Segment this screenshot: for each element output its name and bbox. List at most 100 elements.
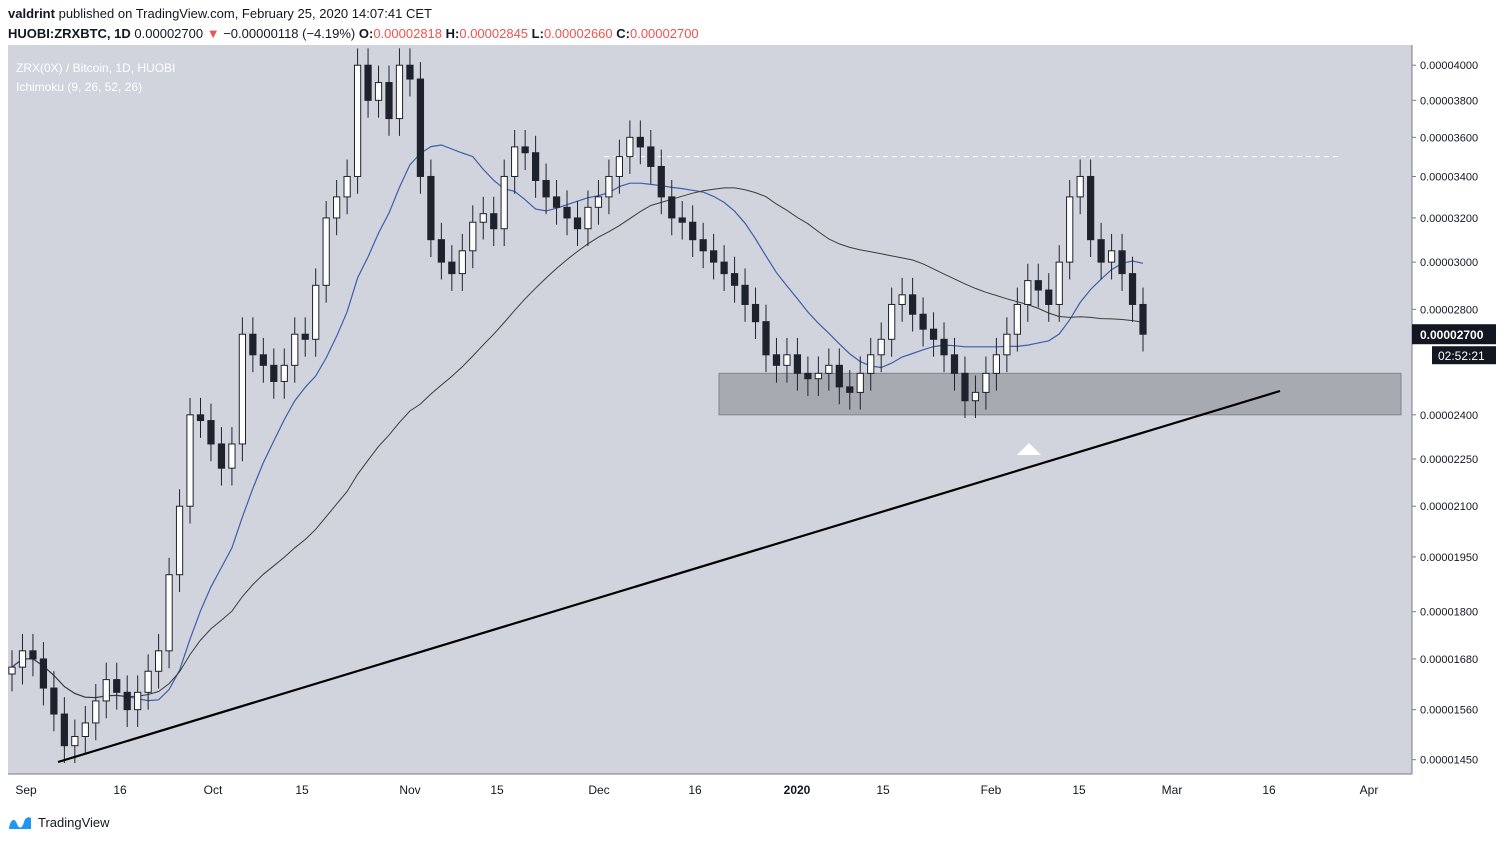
time-axis-label: Apr bbox=[1360, 783, 1379, 797]
candle-body bbox=[846, 386, 854, 393]
candle-body bbox=[594, 196, 603, 208]
time-axis-label: Sep bbox=[15, 783, 37, 797]
candle-body bbox=[18, 650, 27, 668]
candle bbox=[783, 337, 791, 383]
candle bbox=[259, 337, 267, 383]
candle-body bbox=[490, 213, 498, 230]
candle bbox=[573, 201, 582, 247]
candle bbox=[144, 654, 152, 710]
candle bbox=[846, 369, 854, 410]
price-axis-label: 0.00001800 bbox=[1420, 607, 1478, 619]
candle-body bbox=[647, 146, 655, 167]
candle-body bbox=[511, 146, 519, 177]
candle-body bbox=[961, 372, 969, 402]
candle bbox=[626, 120, 634, 174]
time-axis-label: 2020 bbox=[784, 783, 811, 797]
candle-body bbox=[500, 175, 508, 230]
candle bbox=[511, 130, 519, 194]
candle-body bbox=[1066, 196, 1074, 263]
candle-body bbox=[888, 303, 896, 340]
candle-body bbox=[416, 78, 425, 177]
candle bbox=[270, 348, 278, 399]
candle-body bbox=[772, 354, 781, 366]
candle bbox=[888, 287, 896, 357]
candle bbox=[898, 277, 906, 322]
candle-body bbox=[678, 217, 686, 223]
candle bbox=[636, 120, 644, 165]
candle bbox=[134, 675, 142, 727]
candle bbox=[1045, 273, 1053, 322]
candle bbox=[448, 245, 456, 291]
candle-body bbox=[1076, 175, 1084, 198]
candle-body bbox=[689, 221, 697, 241]
candle bbox=[563, 190, 571, 236]
tradingview-brand[interactable]: TradingView bbox=[38, 814, 110, 830]
candle bbox=[867, 337, 875, 391]
candle bbox=[353, 48, 362, 194]
candle-body bbox=[542, 179, 550, 198]
candle-body bbox=[353, 64, 362, 177]
countdown-label: 02:52:21 bbox=[1438, 349, 1485, 363]
time-axis-label: Oct bbox=[204, 783, 223, 797]
candle-body bbox=[1003, 333, 1011, 356]
candle-body bbox=[804, 372, 812, 380]
candle-body bbox=[238, 333, 247, 445]
time-axis-label: 15 bbox=[295, 783, 309, 797]
candle-body bbox=[762, 321, 770, 356]
candle-body bbox=[1139, 303, 1147, 335]
candle bbox=[18, 633, 27, 685]
candle bbox=[1003, 317, 1011, 373]
tradingview-logo-icon[interactable] bbox=[8, 814, 32, 830]
chart-title: ZRX(0X) / Bitcoin, 1D, HUOBI bbox=[16, 61, 175, 75]
candle-body bbox=[1024, 280, 1032, 305]
candle-body bbox=[605, 175, 613, 198]
candle bbox=[877, 322, 885, 373]
candle bbox=[364, 48, 372, 118]
candle-body bbox=[720, 261, 728, 275]
candle-body bbox=[249, 333, 257, 356]
candle bbox=[343, 159, 351, 215]
candle-body bbox=[563, 206, 571, 219]
price-axis-label: 0.00003800 bbox=[1420, 95, 1478, 107]
time-axis-label: 16 bbox=[1262, 783, 1276, 797]
candle-body bbox=[385, 82, 393, 120]
candle bbox=[971, 375, 980, 419]
candle bbox=[1107, 233, 1116, 280]
high-value: 0.00002845 bbox=[459, 26, 529, 41]
candle-body bbox=[940, 338, 948, 356]
candle-body bbox=[1087, 175, 1095, 241]
candle-body bbox=[312, 284, 320, 340]
candle bbox=[39, 642, 48, 706]
candle-body bbox=[898, 294, 906, 305]
candle bbox=[175, 489, 184, 593]
candle bbox=[1139, 287, 1147, 352]
candle-body bbox=[259, 354, 267, 366]
candle bbox=[333, 179, 341, 236]
candle bbox=[1055, 245, 1063, 322]
candle bbox=[427, 159, 435, 257]
candle-body bbox=[175, 505, 184, 576]
candle bbox=[615, 139, 624, 194]
candle bbox=[1118, 233, 1126, 291]
price-axis-label: 0.00003200 bbox=[1420, 213, 1478, 225]
candle bbox=[374, 65, 383, 118]
candle-body bbox=[825, 364, 833, 374]
ascending-trendline bbox=[57, 389, 1281, 764]
author-name[interactable]: valdrint bbox=[8, 6, 55, 21]
candle bbox=[814, 356, 822, 397]
candle-body bbox=[552, 196, 561, 208]
candle-body bbox=[395, 64, 404, 120]
ma-dark-line bbox=[11, 187, 1144, 699]
candle bbox=[552, 179, 561, 225]
low-value: 0.00002660 bbox=[543, 26, 613, 41]
candle bbox=[678, 201, 686, 240]
candle-body bbox=[950, 354, 959, 374]
candle-body bbox=[908, 294, 917, 315]
candle-body bbox=[458, 250, 466, 275]
candle bbox=[217, 427, 226, 486]
candle-body bbox=[113, 679, 121, 693]
candle-body bbox=[364, 64, 372, 101]
candle-body bbox=[427, 175, 435, 241]
candle bbox=[1087, 159, 1095, 257]
